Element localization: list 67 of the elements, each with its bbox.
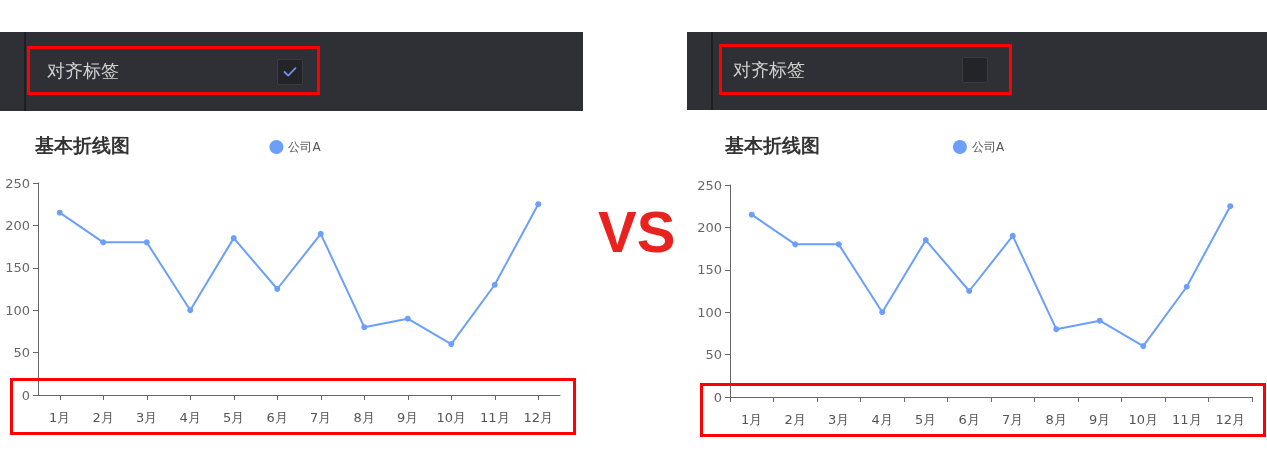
- y-tick-label: 100: [697, 304, 722, 320]
- y-tick-label: 150: [697, 262, 722, 278]
- x-tick-label: 3月: [136, 410, 158, 425]
- point: [56, 209, 63, 216]
- x-tick-label: 1月: [741, 412, 763, 427]
- point: [491, 281, 498, 288]
- text: 对齐标签: [47, 58, 119, 83]
- chart-title: 基本折线图: [724, 133, 820, 156]
- y-tick-label: 0: [713, 389, 722, 405]
- x-tick-label: 8月: [353, 410, 375, 425]
- y-tick-label: 150: [5, 260, 30, 276]
- y-tick-label: 250: [697, 177, 722, 193]
- x-tick-label: 5月: [223, 410, 245, 425]
- x-tick-label: 10月: [1128, 412, 1159, 427]
- x-tick-label: 10月: [436, 410, 467, 425]
- x-tick-label: 6月: [958, 412, 980, 427]
- point: [100, 239, 107, 246]
- y-tick-label: 250: [5, 175, 30, 191]
- x-tick-label: 4月: [179, 410, 201, 425]
- point: [922, 237, 929, 244]
- point: [274, 286, 281, 292]
- y-tick-label: 200: [697, 219, 722, 235]
- x-tick-label: 2月: [92, 410, 114, 425]
- x-tick-label: 7月: [1002, 412, 1024, 427]
- point: [143, 239, 150, 246]
- x-tick-label: 3月: [828, 412, 850, 427]
- x-tick-label: 8月: [1045, 412, 1067, 427]
- chart-title: 基本折线图: [34, 133, 130, 156]
- y-tick-label: 50: [705, 347, 722, 363]
- x-tick-label: 11月: [479, 410, 510, 425]
- text: VS: [598, 199, 676, 264]
- point: [1227, 203, 1234, 210]
- x-tick-label: 5月: [915, 412, 937, 427]
- point: [748, 211, 755, 218]
- point: [404, 315, 411, 322]
- x-tick-label: 9月: [397, 410, 419, 425]
- point: [1053, 326, 1060, 333]
- x-tick-label: 9月: [1089, 412, 1111, 427]
- legend-label: 公司A: [971, 140, 1005, 154]
- point: [792, 241, 799, 248]
- point: [317, 230, 324, 237]
- point: [535, 201, 542, 208]
- point: [1183, 283, 1190, 290]
- x-tick-label: 7月: [310, 410, 332, 425]
- y-tick-label: 0: [21, 387, 30, 403]
- x-tick-label: 6月: [266, 410, 288, 425]
- x-tick-label: 12月: [523, 410, 554, 425]
- point: [966, 288, 973, 294]
- y-tick-label: 200: [5, 217, 30, 233]
- x-tick-label: 4月: [871, 412, 893, 427]
- x-tick-label: 12月: [1215, 412, 1246, 427]
- point: [835, 241, 842, 248]
- y-tick-label: 50: [13, 345, 30, 361]
- point: [448, 341, 455, 348]
- x-tick-label: 11月: [1171, 412, 1202, 427]
- y-tick-label: 100: [5, 302, 30, 318]
- x-tick-label: 1月: [49, 410, 71, 425]
- point: [230, 235, 237, 242]
- point: [879, 309, 886, 316]
- point: [361, 324, 368, 331]
- x-tick-label: 2月: [784, 412, 806, 427]
- text: 对齐标签: [733, 57, 805, 82]
- point: [1096, 317, 1103, 324]
- point: [187, 307, 194, 314]
- legend-label: 公司A: [288, 140, 322, 154]
- point: [1140, 343, 1147, 350]
- point: [1009, 232, 1016, 239]
